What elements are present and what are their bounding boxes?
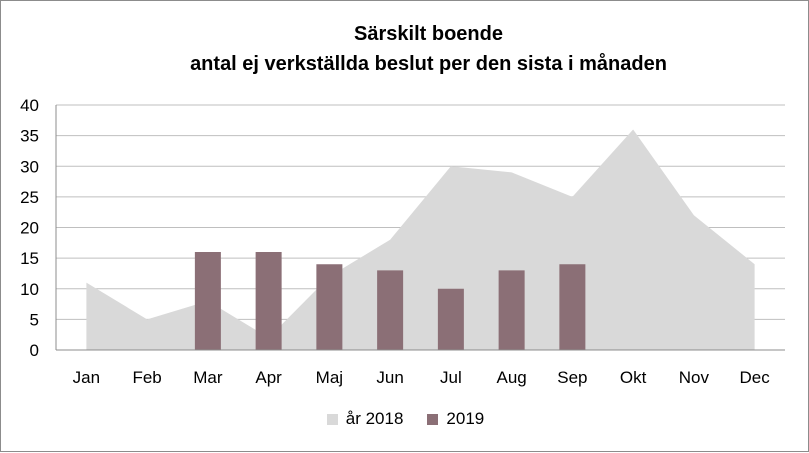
y-tick-label-15: 15: [20, 249, 39, 268]
bar-2019-jun: [377, 270, 404, 350]
y-tick-label-25: 25: [20, 188, 39, 207]
y-tick-label-10: 10: [20, 280, 39, 299]
x-tick-label-feb: Feb: [132, 368, 161, 387]
y-tick-label-40: 40: [20, 96, 39, 115]
legend-item-2018: år 2018: [326, 409, 404, 429]
bar-2019-maj: [316, 264, 343, 350]
legend-item-2019: 2019: [427, 409, 484, 429]
x-tick-label-maj: Maj: [316, 368, 343, 387]
chart-title: Särskilt boende: [354, 23, 503, 45]
area-series-2018: [86, 129, 755, 350]
x-tick-label-aug: Aug: [497, 368, 527, 387]
legend-label-2018: år 2018: [345, 409, 404, 428]
x-tick-label-jun: Jun: [376, 368, 403, 387]
x-tick-label-mar: Mar: [193, 368, 223, 387]
x-tick-label-sep: Sep: [557, 368, 587, 387]
x-tick-label-nov: Nov: [679, 368, 710, 387]
legend-swatch-2018: [326, 413, 338, 425]
bar-2019-mar: [194, 252, 221, 350]
chart-title-block: Särskilt boende antal ej verkställda bes…: [1, 19, 809, 79]
y-tick-label-0: 0: [30, 341, 39, 360]
x-tick-label-jan: Jan: [73, 368, 100, 387]
legend-swatch-2019: [427, 413, 439, 425]
y-tick-label-20: 20: [20, 219, 39, 238]
y-tick-label-30: 30: [20, 157, 39, 176]
bar-2019-jul: [437, 288, 464, 350]
bar-2019-apr: [255, 252, 282, 350]
bar-2019-sep: [559, 264, 586, 350]
chart-legend: år 2018 2019: [1, 409, 809, 429]
legend-label-2019: 2019: [446, 409, 485, 428]
chart-subtitle: antal ej verkställda beslut per den sist…: [190, 53, 667, 75]
x-tick-label-apr: Apr: [255, 368, 282, 387]
x-tick-label-dec: Dec: [740, 368, 771, 387]
x-tick-label-jul: Jul: [440, 368, 462, 387]
x-tick-label-okt: Okt: [620, 368, 647, 387]
bar-2019-aug: [498, 270, 525, 350]
y-tick-label-5: 5: [30, 310, 39, 329]
y-tick-label-35: 35: [20, 127, 39, 146]
